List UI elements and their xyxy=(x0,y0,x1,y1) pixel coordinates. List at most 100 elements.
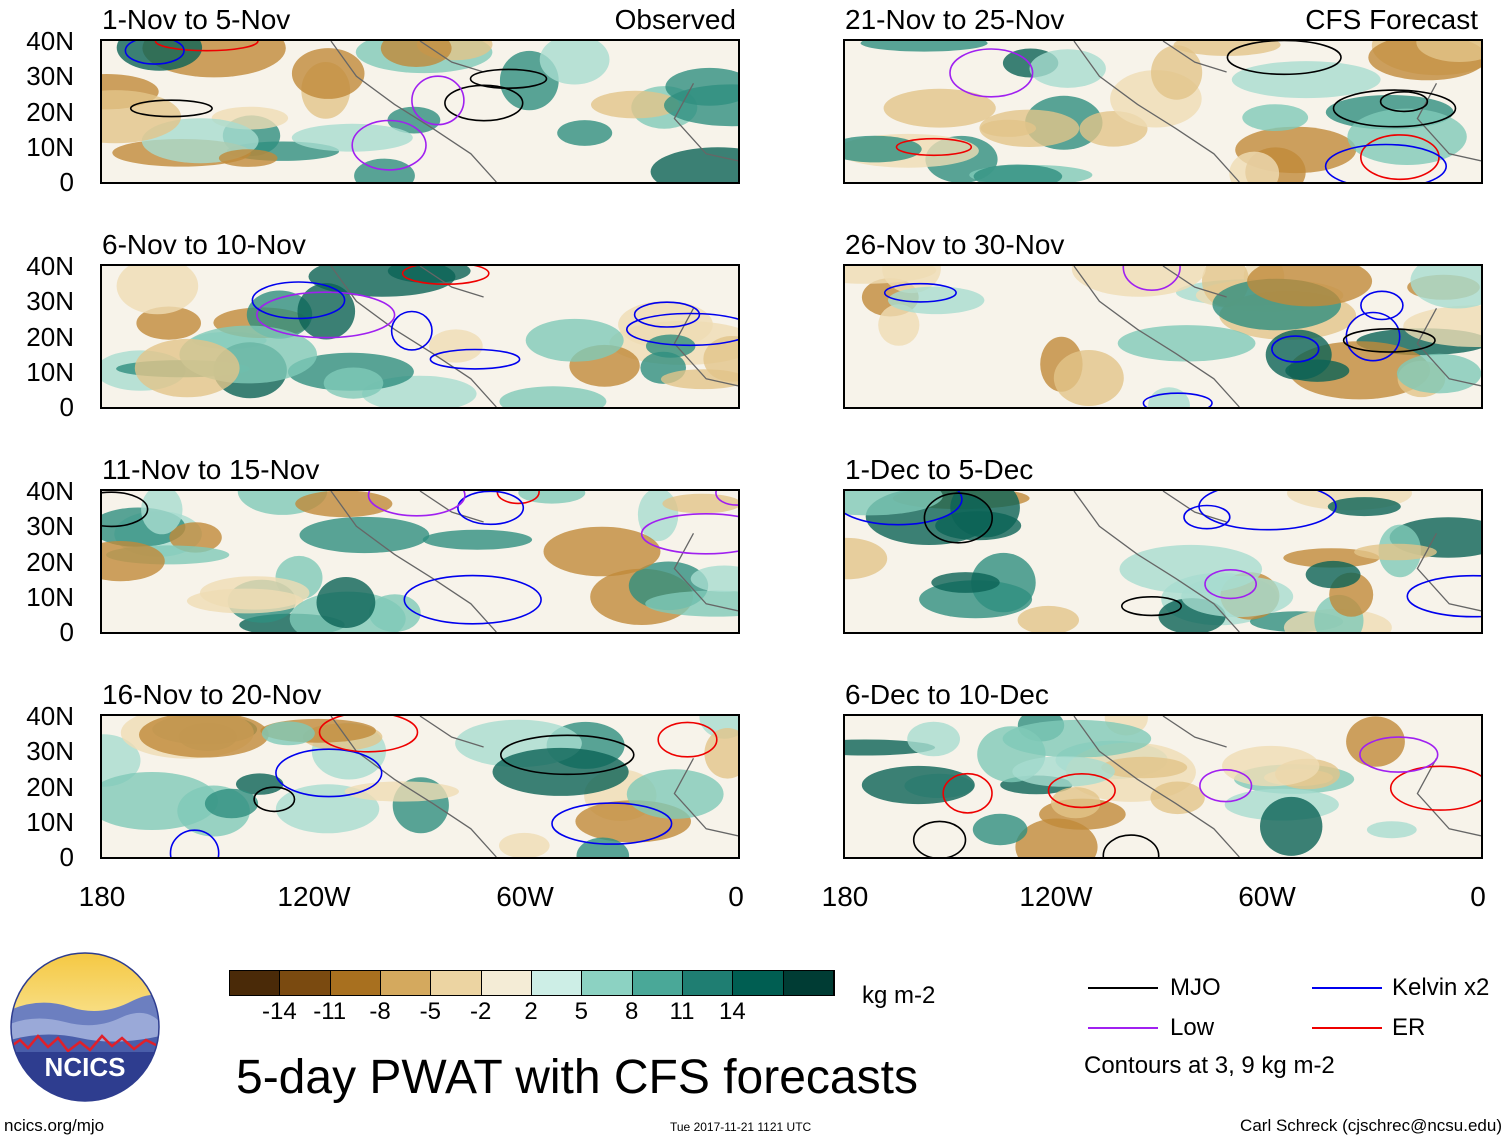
pwat-anomaly-blob xyxy=(291,123,413,152)
forecast-map-3 xyxy=(843,489,1483,634)
colorbar-label: 14 xyxy=(718,998,746,1025)
observed-map-4 xyxy=(100,714,740,859)
wave-contour xyxy=(657,721,718,758)
pwat-anomaly-blob xyxy=(1222,745,1320,787)
pwat-anomaly-blob xyxy=(980,119,1037,137)
pwat-anomaly-blob xyxy=(380,41,452,67)
coastline xyxy=(1073,491,1481,632)
y-tick-label: 0 xyxy=(59,617,74,647)
pwat-anomaly-blob xyxy=(116,41,203,71)
coastline xyxy=(1073,266,1481,407)
pwat-anomaly-blob xyxy=(297,283,356,340)
x-tick-label: 60W xyxy=(496,881,554,912)
pwat-anomaly-blob xyxy=(291,48,365,99)
pwat-anomaly-blob xyxy=(883,88,996,128)
coastline xyxy=(330,491,738,632)
pwat-anomaly-blob xyxy=(1327,497,1401,517)
wave-contour xyxy=(1379,90,1429,113)
wave-contour xyxy=(1120,595,1182,617)
wave-contour xyxy=(411,75,465,126)
pwat-anomaly-blob xyxy=(422,529,533,550)
pwat-anomaly-blob xyxy=(1305,560,1361,589)
wave-contour xyxy=(845,491,963,526)
x-tick-label: 180 xyxy=(821,881,869,912)
pwat-anomaly-blob xyxy=(1071,266,1206,297)
pwat-anomaly-blob xyxy=(236,773,284,795)
x-tick-label: 0 xyxy=(1470,881,1486,912)
pwat-anomaly-blob xyxy=(295,491,393,518)
pwat-anomaly-field xyxy=(845,41,1481,182)
panel-title: 16-Nov to 20-Nov xyxy=(102,679,322,710)
x-tick-label: 60W xyxy=(1238,881,1296,912)
colorbar-swatch xyxy=(682,971,734,995)
pwat-anomaly-blob xyxy=(1247,266,1373,307)
pwat-anomaly-blob xyxy=(102,772,219,830)
pwat-anomaly-blob xyxy=(591,90,680,119)
wave-contour xyxy=(429,348,521,370)
panel-title: 6-Dec to 10-Dec xyxy=(845,679,1049,710)
pwat-anomaly-blob xyxy=(1017,605,1079,632)
pwat-anomaly-blob xyxy=(204,788,259,819)
pwat-anomaly-blob xyxy=(1242,104,1309,131)
legend-mjo-label: MJO xyxy=(1170,974,1221,1001)
wave-contour xyxy=(124,41,185,65)
pwat-anomaly-blob xyxy=(1229,151,1280,182)
wave-contour xyxy=(403,574,542,625)
legend-low-line xyxy=(1088,1027,1158,1029)
pwat-anomaly-blob xyxy=(1002,719,1152,758)
pwat-anomaly-field xyxy=(845,266,1481,407)
y-tick-label: 10N xyxy=(26,131,74,162)
pwat-anomaly-blob xyxy=(878,304,920,346)
y-tick-label: 10N xyxy=(26,806,74,837)
wave-contour xyxy=(253,786,296,813)
y-tick-label: 10N xyxy=(26,581,74,612)
pwat-anomaly-blob xyxy=(261,721,315,746)
wave-contour xyxy=(444,84,524,122)
legend-er-label: ER xyxy=(1392,1014,1426,1041)
y-tick-label: 30N xyxy=(26,736,74,767)
colorbar-swatch xyxy=(733,971,784,995)
pwat-anomaly-blob xyxy=(299,516,430,554)
y-tick-label: 20N xyxy=(26,321,74,352)
colorbar-label: -2 xyxy=(469,998,492,1025)
pwat-anomaly-blob xyxy=(1173,41,1281,56)
wave-contour xyxy=(551,802,673,845)
wave-contour xyxy=(1359,736,1439,773)
legend-er-line xyxy=(1312,1027,1382,1029)
logo-graphic: NCICS xyxy=(10,952,160,1102)
legend-kelvin-line xyxy=(1312,987,1382,989)
pwat-anomaly-blob xyxy=(525,318,624,362)
footer-website[interactable]: ncics.org/mjo xyxy=(4,1116,105,1135)
colorbar-unit: kg m-2 xyxy=(862,982,936,1009)
wave-contour xyxy=(1047,772,1116,809)
pwat-anomaly-blob xyxy=(664,84,738,127)
pwat-anomaly-blob xyxy=(1117,325,1256,362)
pwat-anomaly-field xyxy=(845,716,1481,857)
pwat-anomaly-blob xyxy=(704,728,738,779)
legend-mjo-line xyxy=(1088,987,1158,989)
y-tick-label: 0 xyxy=(59,842,74,872)
pwat-anomaly-field xyxy=(102,491,738,632)
wave-contour xyxy=(1226,41,1342,76)
footer-credit: Carl Schreck (cjschrec@ncsu.edu) xyxy=(1240,1116,1502,1135)
coastline xyxy=(330,716,738,857)
wave-contour xyxy=(1204,568,1258,600)
pwat-anomaly-blob xyxy=(102,90,182,144)
pwat-anomaly-blob xyxy=(660,369,738,390)
pwat-anomaly-blob xyxy=(646,334,696,358)
wave-contour xyxy=(499,734,635,776)
wave-contour xyxy=(1122,266,1181,291)
observed-map-3 xyxy=(100,489,740,634)
pwat-anomaly-blob xyxy=(1346,716,1405,767)
x-tick-label: 180 xyxy=(78,881,126,912)
colorbar-label: 2 xyxy=(524,998,538,1025)
ncics-logo: NCICS xyxy=(10,952,160,1102)
wave-contour xyxy=(1360,290,1404,321)
pwat-anomaly-blob xyxy=(499,386,607,407)
pwat-anomaly-blob xyxy=(116,266,199,315)
wave-contour xyxy=(715,491,738,506)
pwat-anomaly-blob xyxy=(861,765,975,805)
wave-contour xyxy=(1324,143,1447,182)
wave-contour xyxy=(351,119,427,171)
coastline xyxy=(1073,716,1481,857)
